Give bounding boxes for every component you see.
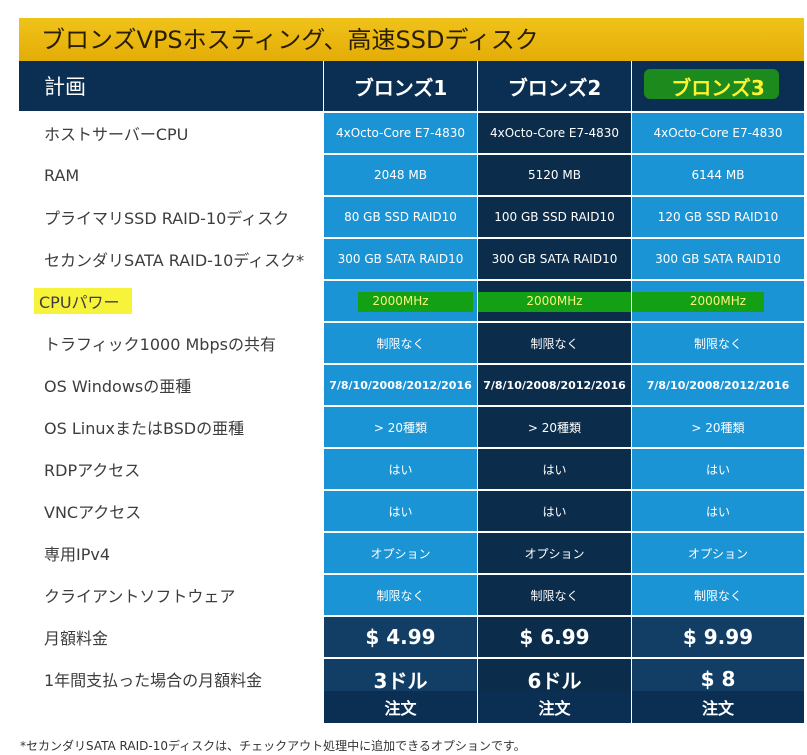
row-label-rdp: RDPアクセス xyxy=(44,461,141,480)
green-highlight-mark xyxy=(478,292,631,312)
row-label-secondary-sata: セカンダリSATA RAID-10ディスク* xyxy=(44,251,305,270)
cell-bronze-3: オプション xyxy=(632,533,804,573)
cell-bronze-3: 120 GB SSD RAID10 xyxy=(632,197,804,237)
price-bronze-1: $ 4.99 xyxy=(324,617,477,657)
plan-header-bronze-1: ブロンズ1 xyxy=(324,61,477,111)
row-label-windows: OS Windowsの亜種 xyxy=(44,377,192,396)
cell-bronze-2: 5120 MB xyxy=(478,155,631,195)
table-row: VNCアクセス はい はい はい xyxy=(19,491,804,531)
cell-bronze-1: > 20種類 xyxy=(324,407,477,447)
cell-bronze-3: はい xyxy=(632,449,804,489)
price-bronze-3: $ 9.99 xyxy=(632,617,804,657)
cell-bronze-3: はい xyxy=(632,491,804,531)
page-title: ブロンズVPSホスティング、高速SSDディスク xyxy=(19,18,804,61)
cell-bronze-2: 2000MHz xyxy=(478,281,631,321)
cell-bronze-3: 6144 MB xyxy=(632,155,804,195)
cpu-power-highlight: CPUパワー xyxy=(34,288,132,314)
plan-header-bronze-2: ブロンズ2 xyxy=(478,61,631,111)
cell-bronze-2: はい xyxy=(478,449,631,489)
table-row: プライマリSSD RAID-10ディスク 80 GB SSD RAID10 10… xyxy=(19,197,804,237)
cell-bronze-3: 2000MHz xyxy=(632,281,804,321)
table-row: OS LinuxまたはBSDの亜種 > 20種類 > 20種類 > 20種類 xyxy=(19,407,804,447)
row-label-vnc: VNCアクセス xyxy=(44,503,142,522)
order-button-bronze-1[interactable]: 注文 xyxy=(324,691,477,723)
cell-bronze-1: オプション xyxy=(324,533,477,573)
table-row: 月額料金 $ 4.99 $ 6.99 $ 9.99 xyxy=(19,617,804,657)
row-label-annual-monthly-price: 1年間支払った場合の月額料金 xyxy=(44,671,263,690)
row-label-monthly-price: 月額料金 xyxy=(44,629,109,648)
row-label-cpu: ホストサーバーCPU xyxy=(44,125,189,144)
cell-bronze-1: はい xyxy=(324,449,477,489)
cell-bronze-2: はい xyxy=(478,491,631,531)
cell-bronze-3: 7/8/10/2008/2012/2016 xyxy=(632,365,804,405)
cell-bronze-2: > 20種類 xyxy=(478,407,631,447)
cell-bronze-2: 制限なく xyxy=(478,575,631,615)
table-row: セカンダリSATA RAID-10ディスク* 300 GB SATA RAID1… xyxy=(19,239,804,279)
row-label-ipv4: 専用IPv4 xyxy=(44,545,111,564)
cell-bronze-3: 300 GB SATA RAID10 xyxy=(632,239,804,279)
cell-bronze-3: 制限なく xyxy=(632,575,804,615)
cpu-power-value: 2000MHz xyxy=(689,294,747,308)
table-row: OS Windowsの亜種 7/8/10/2008/2012/2016 7/8/… xyxy=(19,365,804,405)
cell-bronze-2: 100 GB SSD RAID10 xyxy=(478,197,631,237)
cell-bronze-1: はい xyxy=(324,491,477,531)
green-highlight-mark xyxy=(632,292,764,312)
cell-bronze-3: 4xOcto-Core E7-4830 xyxy=(632,113,804,153)
table-row: RAM 2048 MB 5120 MB 6144 MB xyxy=(19,155,804,195)
cell-bronze-2: 制限なく xyxy=(478,323,631,363)
cell-bronze-3: 制限なく xyxy=(632,323,804,363)
cell-bronze-1: 300 GB SATA RAID10 xyxy=(324,239,477,279)
cell-bronze-1: 2048 MB xyxy=(324,155,477,195)
price-bronze-2: $ 6.99 xyxy=(478,617,631,657)
row-label-cpu-power: CPUパワー xyxy=(19,281,323,321)
row-label-client-software: クライアントソフトウェア xyxy=(44,587,236,606)
order-row: 注文 注文 注文 xyxy=(19,691,804,723)
row-label-primary-ssd: プライマリSSD RAID-10ディスク xyxy=(44,209,290,228)
cell-bronze-2: 4xOcto-Core E7-4830 xyxy=(478,113,631,153)
cpu-power-value: 2000MHz xyxy=(526,294,583,308)
order-button-bronze-3[interactable]: 注文 xyxy=(632,691,804,723)
cpu-power-value: 2000MHz xyxy=(372,294,429,308)
cell-bronze-1: 80 GB SSD RAID10 xyxy=(324,197,477,237)
plan-header-bronze-3-text: ブロンズ3 xyxy=(671,75,765,100)
plan-header-bronze-3: ブロンズ3 xyxy=(632,61,804,111)
cell-bronze-1: 4xOcto-Core E7-4830 xyxy=(324,113,477,153)
row-label-traffic: トラフィック1000 Mbpsの共有 xyxy=(44,335,276,354)
row-label-ram: RAM xyxy=(44,165,80,185)
cell-bronze-2: 7/8/10/2008/2012/2016 xyxy=(478,365,631,405)
table-row: クライアントソフトウェア 制限なく 制限なく 制限なく xyxy=(19,575,804,615)
table-row: 専用IPv4 オプション オプション オプション xyxy=(19,533,804,573)
footnote: *セカンダリSATA RAID-10ディスクは、チェックアウト処理中に追加できる… xyxy=(20,739,526,753)
table-row: CPUパワー 2000MHz 2000MHz 2000MHz xyxy=(19,281,804,321)
cell-bronze-1: 制限なく xyxy=(324,323,477,363)
order-row-spacer xyxy=(19,691,323,723)
table-row: RDPアクセス はい はい はい xyxy=(19,449,804,489)
cell-bronze-3: > 20種類 xyxy=(632,407,804,447)
row-label-linux-bsd: OS LinuxまたはBSDの亜種 xyxy=(44,419,245,438)
cell-bronze-1: 制限なく xyxy=(324,575,477,615)
cell-bronze-2: オプション xyxy=(478,533,631,573)
cell-bronze-2: 300 GB SATA RAID10 xyxy=(478,239,631,279)
table-header-row: 計画 ブロンズ1 ブロンズ2 ブロンズ3 xyxy=(19,61,804,111)
table-row: トラフィック1000 Mbpsの共有 制限なく 制限なく 制限なく xyxy=(19,323,804,363)
plan-header-label: 計画 xyxy=(19,61,323,111)
cell-bronze-1: 7/8/10/2008/2012/2016 xyxy=(324,365,477,405)
order-button-bronze-2[interactable]: 注文 xyxy=(478,691,631,723)
table-row: ホストサーバーCPU 4xOcto-Core E7-4830 4xOcto-Co… xyxy=(19,113,804,153)
green-highlight-mark xyxy=(358,292,473,312)
cell-bronze-1: 2000MHz xyxy=(324,281,477,321)
